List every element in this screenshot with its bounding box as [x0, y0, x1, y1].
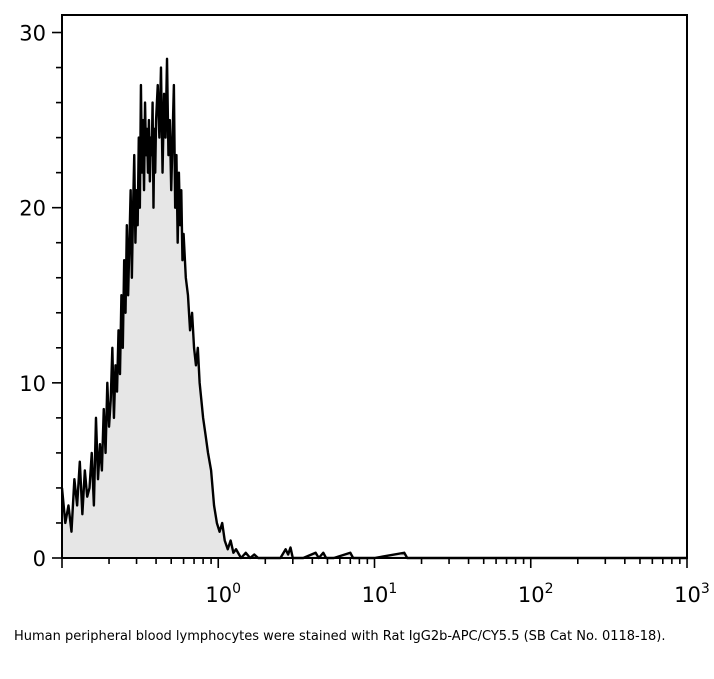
y-tick-label: 20 — [19, 197, 46, 221]
x-tick-base: 10 — [205, 583, 232, 607]
x-tick-exponent: 3 — [701, 581, 710, 597]
x-tick-label: 102 — [518, 581, 554, 607]
x-tick-base: 10 — [362, 583, 389, 607]
x-tick-exponent: 1 — [388, 581, 397, 597]
x-tick-label: 101 — [362, 581, 398, 607]
histogram-area-layer — [60, 57, 687, 560]
x-tick-exponent: 0 — [232, 581, 241, 597]
x-tick-base: 10 — [518, 583, 545, 607]
x-tick-exponent: 2 — [545, 581, 554, 597]
x-tick-base: 10 — [674, 583, 701, 607]
y-tick-label: 0 — [33, 547, 46, 571]
axis-layer — [52, 14, 688, 568]
x-tick-label: 103 — [674, 581, 710, 607]
histogram-fill-0 — [62, 58, 687, 558]
x-tick-label: 100 — [205, 581, 241, 607]
y-tick-label: 10 — [19, 372, 46, 396]
figure-caption: Human peripheral blood lymphocytes were … — [14, 629, 666, 644]
y-tick-label: 30 — [19, 22, 46, 46]
